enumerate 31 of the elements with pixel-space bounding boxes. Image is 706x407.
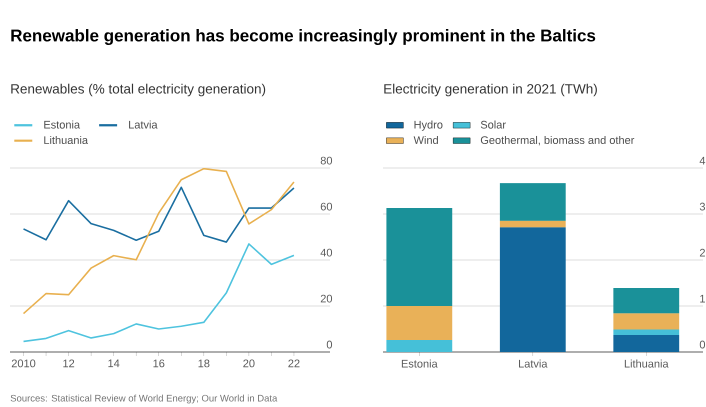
legend-label: Lithuania bbox=[44, 136, 88, 144]
y-tick-label: 20 bbox=[320, 294, 332, 302]
y-tick-label: 80 bbox=[320, 156, 332, 164]
legend-label: Wind bbox=[414, 136, 438, 144]
x-tick-label: 22 bbox=[288, 360, 300, 368]
chart-subtitle: Renewables (% total electricity generation) bbox=[11, 84, 266, 96]
x-tick-label: Latvia bbox=[519, 360, 548, 368]
x-tick-label: 18 bbox=[198, 360, 210, 368]
x-tick-label: Estonia bbox=[402, 360, 438, 368]
x-tick-label: 14 bbox=[108, 360, 120, 368]
y-tick-label: 0 bbox=[700, 340, 706, 348]
x-tick-label: 2010 bbox=[12, 360, 36, 368]
x-tick-label: 16 bbox=[153, 360, 164, 368]
y-tick-label: 2 bbox=[700, 248, 705, 256]
legend-label: Latvia bbox=[129, 120, 158, 129]
legend-label: Hydro bbox=[414, 120, 442, 131]
legend-label: Geothermal, biomass and other bbox=[480, 136, 634, 146]
source-note: Sources: Statistical Review of World Energy; Our World in Data bbox=[10, 394, 278, 404]
y-tick-label: 0 bbox=[326, 340, 332, 348]
legend-label: Estonia bbox=[44, 120, 80, 129]
chart-title: Renewable generation has become increasingly prominent in the Baltics bbox=[11, 29, 596, 45]
x-tick-label: 12 bbox=[63, 360, 74, 368]
y-tick-label: 40 bbox=[320, 248, 332, 256]
legend-label: Solar bbox=[480, 120, 506, 129]
chart-title: Electricity generation in 2021 (TWh) bbox=[384, 84, 597, 96]
x-tick-label: Lithuania bbox=[624, 360, 669, 368]
x-tick-label: 20 bbox=[243, 360, 255, 368]
y-tick-label: 3 bbox=[700, 202, 706, 210]
y-tick-label: 4 bbox=[700, 156, 706, 164]
y-tick-label: 1 bbox=[700, 294, 705, 302]
y-tick-label: 60 bbox=[320, 202, 332, 210]
